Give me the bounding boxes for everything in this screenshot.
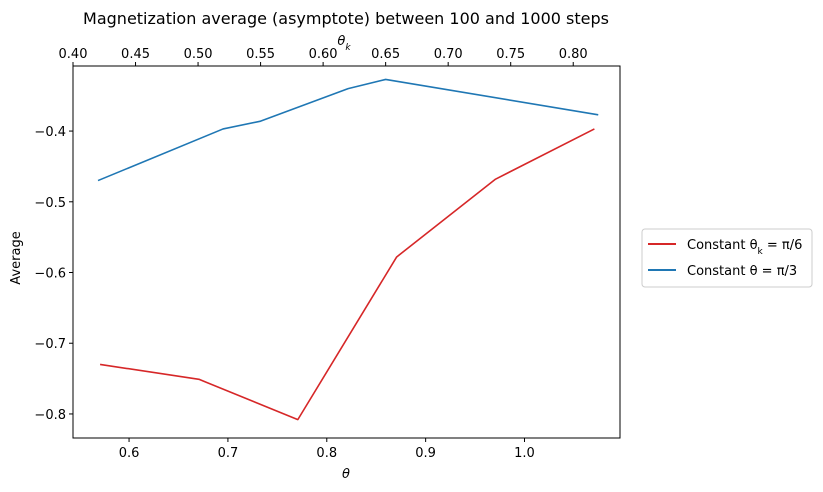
- y-tick-label: −0.7: [34, 337, 66, 352]
- series-line-0: [99, 128, 595, 421]
- ticks-layer: 0.6 0.7 0.8 0.9 1.0 0.40 0.45 0.50 0.55 0.60 0.65 0…: [34, 47, 587, 461]
- top-x-axis-label: θk: [337, 34, 351, 53]
- y-axis-label: Average: [9, 231, 24, 284]
- series-layer: [97, 78, 599, 421]
- legend: Constant θk = π/6 Constant θ = π/3: [641, 228, 813, 288]
- chart-title: Magnetization average (asymptote) betwee…: [83, 9, 609, 28]
- y-tick-label: −0.4: [34, 125, 66, 140]
- legend-label-0: Constant θk = π/6: [687, 238, 802, 257]
- x-tick-label: 0.9: [415, 446, 436, 461]
- y-tick-label: −0.8: [34, 408, 66, 423]
- legend-box: [641, 228, 813, 288]
- x-axis-label: θ: [342, 467, 350, 482]
- series-line-1: [97, 78, 599, 182]
- top-x-tick-label: 0.40: [59, 47, 88, 62]
- x-tick-label: 1.0: [514, 446, 535, 461]
- top-x-tick-label: 0.60: [309, 47, 338, 62]
- x-tick-label: 0.7: [218, 446, 239, 461]
- x-tick-label: 0.6: [119, 446, 140, 461]
- top-x-tick-label: 0.55: [246, 47, 275, 62]
- top-x-tick-label: 0.50: [184, 47, 213, 62]
- legend-label-1: Constant θ = π/3: [687, 264, 797, 279]
- top-x-tick-label: 0.70: [434, 47, 463, 62]
- top-x-tick-label: 0.80: [559, 47, 588, 62]
- y-tick-label: −0.6: [34, 267, 66, 282]
- top-x-tick-label: 0.45: [121, 47, 150, 62]
- y-tick-label: −0.5: [34, 196, 66, 211]
- plot-frame: [72, 65, 621, 439]
- x-tick-label: 0.8: [316, 446, 337, 461]
- top-x-tick-label: 0.65: [371, 47, 400, 62]
- top-x-tick-label: 0.75: [496, 47, 525, 62]
